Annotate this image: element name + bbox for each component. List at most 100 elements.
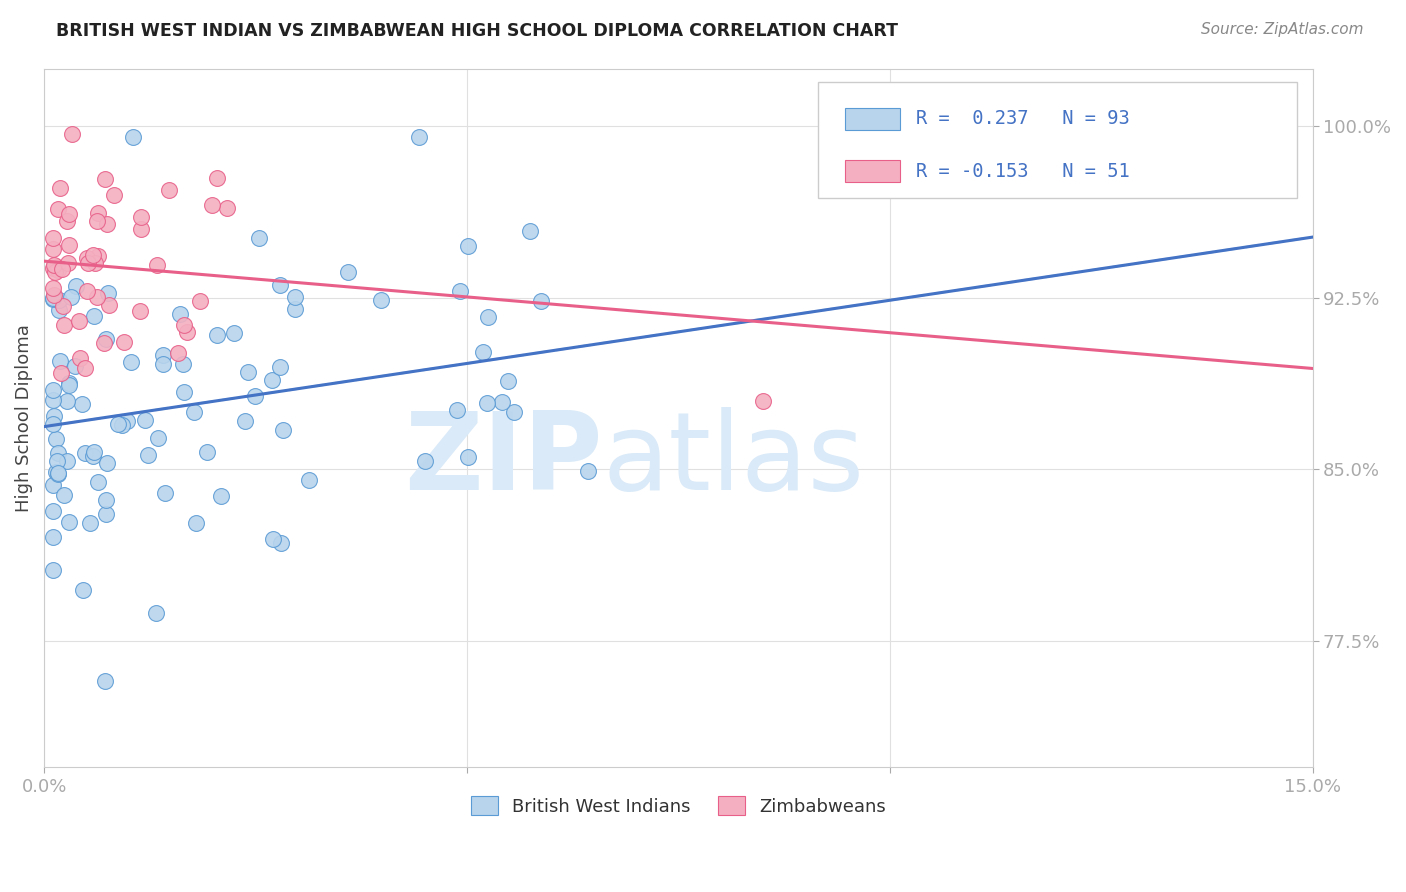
Point bbox=[457, 239, 479, 253]
Point bbox=[41, 292, 63, 306]
Point bbox=[41, 504, 63, 518]
Point bbox=[93, 336, 115, 351]
Point bbox=[53, 488, 76, 502]
Point bbox=[76, 256, 98, 270]
Point bbox=[42, 530, 65, 544]
Point bbox=[471, 345, 494, 359]
Point bbox=[114, 334, 136, 349]
Point bbox=[107, 417, 129, 431]
Point bbox=[269, 278, 291, 293]
Point bbox=[46, 260, 69, 274]
Point bbox=[72, 582, 94, 597]
Point bbox=[69, 351, 91, 365]
Text: BRITISH WEST INDIAN VS ZIMBABWEAN HIGH SCHOOL DIPLOMA CORRELATION CHART: BRITISH WEST INDIAN VS ZIMBABWEAN HIGH S… bbox=[56, 22, 898, 40]
Point bbox=[477, 396, 499, 410]
Point bbox=[82, 247, 104, 261]
Point bbox=[42, 288, 65, 302]
Point bbox=[56, 256, 79, 270]
Point bbox=[172, 357, 194, 371]
Point bbox=[129, 304, 152, 318]
Bar bbox=[845, 108, 900, 130]
Point bbox=[188, 294, 211, 309]
Point bbox=[408, 130, 430, 145]
Point bbox=[45, 432, 67, 446]
Point bbox=[247, 231, 270, 245]
Point bbox=[173, 318, 195, 332]
Point bbox=[413, 454, 436, 468]
Point bbox=[103, 188, 125, 202]
Point bbox=[97, 286, 120, 301]
Point bbox=[152, 357, 174, 371]
Point bbox=[79, 516, 101, 531]
Point bbox=[96, 332, 118, 346]
Point bbox=[201, 198, 224, 212]
Text: R = -0.153   N = 51: R = -0.153 N = 51 bbox=[915, 161, 1129, 181]
Point bbox=[58, 378, 80, 392]
Point bbox=[41, 280, 63, 294]
Point bbox=[41, 478, 63, 492]
Point bbox=[52, 299, 75, 313]
Point bbox=[86, 475, 108, 490]
Point bbox=[75, 446, 97, 460]
Point bbox=[111, 417, 134, 432]
Point bbox=[186, 516, 208, 530]
Point bbox=[98, 298, 121, 312]
FancyBboxPatch shape bbox=[818, 82, 1298, 198]
Point bbox=[48, 293, 70, 307]
Point bbox=[222, 326, 245, 340]
Point bbox=[58, 376, 80, 390]
Point bbox=[183, 404, 205, 418]
Point bbox=[205, 170, 228, 185]
Point bbox=[96, 217, 118, 231]
Point bbox=[51, 262, 73, 277]
Point bbox=[96, 457, 118, 471]
Point bbox=[157, 183, 180, 197]
Point bbox=[45, 465, 67, 479]
Point bbox=[94, 674, 117, 689]
Point bbox=[59, 290, 82, 304]
Point bbox=[53, 318, 76, 333]
Point bbox=[236, 365, 259, 379]
Text: R =  0.237   N = 93: R = 0.237 N = 93 bbox=[915, 109, 1129, 128]
Point bbox=[136, 448, 159, 462]
Point bbox=[46, 467, 69, 481]
Point bbox=[46, 467, 69, 481]
Point bbox=[217, 201, 239, 215]
Point bbox=[46, 446, 69, 460]
Point bbox=[93, 171, 115, 186]
Point bbox=[491, 394, 513, 409]
Point bbox=[152, 348, 174, 362]
Point bbox=[166, 346, 188, 360]
Point bbox=[145, 606, 167, 620]
Point bbox=[56, 454, 79, 468]
Text: atlas: atlas bbox=[602, 407, 865, 513]
Point bbox=[270, 536, 292, 550]
Point bbox=[122, 130, 145, 145]
Point bbox=[503, 405, 526, 419]
Point bbox=[269, 359, 291, 374]
Point bbox=[76, 285, 98, 299]
Point bbox=[262, 532, 284, 546]
Point bbox=[449, 284, 471, 298]
Point bbox=[752, 393, 775, 408]
Point bbox=[148, 431, 170, 445]
Point bbox=[146, 258, 169, 272]
Point bbox=[176, 325, 198, 339]
Point bbox=[576, 464, 599, 478]
Point bbox=[83, 309, 105, 323]
Point bbox=[129, 210, 152, 224]
Point bbox=[134, 413, 156, 427]
Point bbox=[94, 493, 117, 508]
Y-axis label: High School Diploma: High School Diploma bbox=[15, 324, 32, 512]
Point bbox=[48, 303, 70, 318]
Point bbox=[44, 265, 66, 279]
Point bbox=[86, 290, 108, 304]
Point bbox=[41, 261, 63, 276]
Point bbox=[120, 355, 142, 369]
Point bbox=[65, 279, 87, 293]
Point bbox=[496, 374, 519, 388]
Point bbox=[46, 262, 69, 277]
Point bbox=[446, 403, 468, 417]
Point bbox=[49, 366, 72, 380]
Point bbox=[457, 450, 479, 464]
